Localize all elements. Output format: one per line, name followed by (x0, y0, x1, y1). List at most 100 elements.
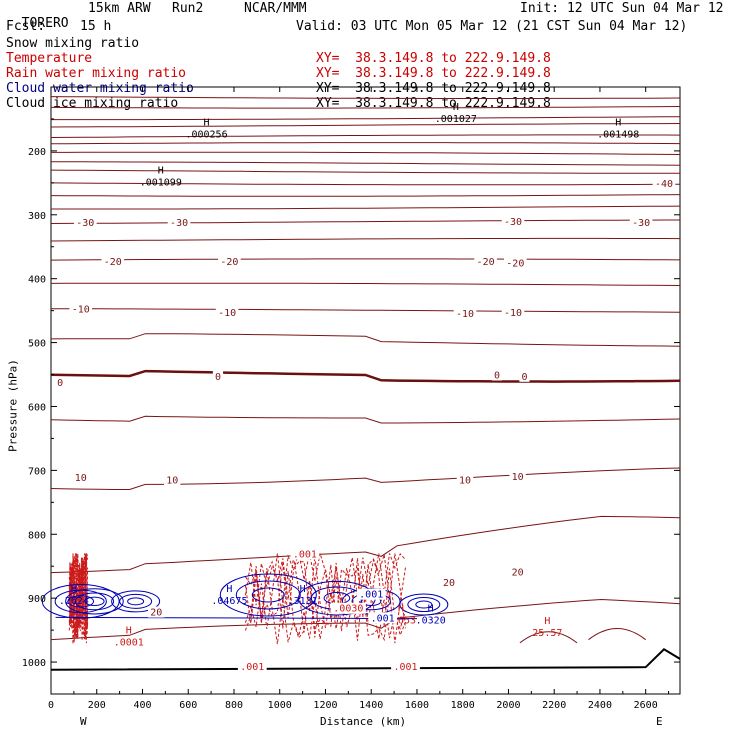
isotherm-label-bg (215, 306, 239, 318)
isotherm-label: 0 (521, 372, 527, 383)
extremum-mark: H (398, 603, 404, 614)
isotherm-line (50, 515, 681, 574)
x-tick-label: 200 (88, 700, 106, 711)
isotherm-label-bg (629, 216, 653, 228)
isotherm-line (50, 182, 680, 186)
isotherm-label-bg (453, 308, 477, 320)
terrain-line (50, 648, 681, 671)
x-tick-label: 0 (48, 700, 54, 711)
isotherm-label: -10 (218, 308, 236, 319)
cloud-water-contour (127, 597, 145, 606)
isotherm-line (50, 415, 681, 424)
rain-contour (68, 557, 89, 633)
rain-label-bg (237, 660, 267, 672)
cloud-water-contour (74, 592, 115, 611)
cloud-water-contour (235, 580, 301, 610)
isotherm-line (50, 598, 681, 641)
field-xy-range: XY= 38.3.149.8 to 222.9.149.8 (316, 66, 551, 81)
y-tick-label: 200 (28, 147, 46, 158)
plot-frame (50, 86, 681, 695)
cloud-water-contour (251, 587, 285, 603)
isotherm-label: -20 (220, 257, 238, 268)
axes: 0 200 400 600 800 1000 1200 1400 1600 1800 2000 220… (22, 87, 680, 711)
isotherm-line (50, 467, 681, 490)
isotherm-label: 20 (443, 578, 455, 589)
header-row-1: TORERO (6, 1, 69, 31)
y-tick-label: 800 (28, 530, 46, 541)
cloud-water-contour (84, 596, 105, 607)
field-xy-range: XY= 38.3.149.8 to 222.9.149.8 (316, 81, 551, 96)
rain-contour (244, 562, 406, 640)
cloud-water-contour (65, 588, 124, 615)
isotherm-line (50, 169, 680, 174)
y-tick-label: 700 (28, 466, 46, 477)
extremum-value: 25.57 (532, 628, 562, 639)
x-tick-label: 400 (133, 700, 151, 711)
field-xy-range: XY= 38.3.149.8 to 222.9.149.8 (316, 51, 551, 66)
rain-contour (68, 567, 89, 645)
cloud-label-bg (368, 612, 398, 624)
cloud-label: .001 (371, 613, 395, 624)
isotherm-label: 0 (215, 372, 221, 383)
isotherm-line (50, 96, 681, 99)
isotherm-label: -30 (632, 218, 650, 229)
isotherm-label-bg (501, 216, 525, 228)
isotherm-label: -20 (104, 257, 122, 268)
rain-label-bg (330, 602, 366, 614)
isotherm-label-bg (212, 370, 224, 382)
isotherm-label: -30 (504, 217, 522, 228)
x-tick-label: 2400 (588, 700, 612, 711)
rain-label: .001 (393, 662, 417, 673)
west-end-label: W (80, 715, 87, 728)
rain-contour (68, 562, 89, 640)
y-axis-label: Pressure (hPa) (6, 359, 20, 452)
extremum-value: .001498 (597, 130, 639, 141)
isotherm-label-bg (440, 577, 458, 589)
isotherm-label-bg (501, 306, 525, 318)
isotherm-line (50, 237, 681, 242)
isotherm-label-bg (167, 216, 191, 228)
isotherm-label-bg (218, 255, 241, 267)
rain-label: .001 (240, 662, 264, 673)
y-tick-label: 300 (28, 211, 46, 222)
field-name: Rain water mixing ratio (6, 66, 187, 81)
extremum-value: .001027 (435, 114, 477, 125)
isotherm-line (51, 116, 681, 121)
isotherm-label-bg (69, 303, 93, 315)
cloud-label: .001 (359, 590, 383, 601)
isotherm-label: -20 (477, 257, 495, 268)
terrain (50, 648, 681, 671)
extremum-value: .3131 (288, 596, 318, 607)
extremum-mark: H (226, 584, 232, 595)
isotherm-line (51, 205, 681, 210)
rain-label-bg (290, 548, 320, 560)
isotherm-label: -30 (76, 218, 94, 229)
cloud-water-contour (111, 590, 161, 613)
isotherm-label: 20 (150, 608, 162, 619)
isotherm-line (50, 194, 681, 197)
isotherm-line (51, 308, 681, 313)
rain-label: .001 (293, 549, 317, 560)
isotherm-line (50, 134, 681, 138)
model-name: TORERO (21, 16, 69, 31)
x-tick-label: 1200 (313, 700, 337, 711)
field-name: Snow mixing ratio (6, 36, 140, 51)
resolution-label: 15km ARW (88, 1, 151, 16)
extremum-mark: H (204, 118, 210, 129)
isotherm-label-bg (164, 474, 181, 486)
cloud-water-contour (119, 593, 153, 609)
x-tick-label: 1000 (268, 700, 292, 711)
x-tick-label: 1600 (405, 700, 429, 711)
isotherm-label-bg (491, 369, 503, 381)
x-tick-label: 1800 (451, 700, 475, 711)
isotherm-label: 10 (512, 472, 524, 483)
fcst-label: Fcst: (6, 19, 46, 34)
isotherm-label: -10 (456, 309, 474, 320)
warm-pool-contour (588, 628, 646, 641)
rain-label: .0030 (333, 604, 363, 615)
isotherm-line (50, 106, 681, 109)
org-label: NCAR/MMM (244, 1, 307, 16)
isotherm-label: 10 (166, 475, 178, 486)
cloud-water-contour (415, 600, 433, 609)
